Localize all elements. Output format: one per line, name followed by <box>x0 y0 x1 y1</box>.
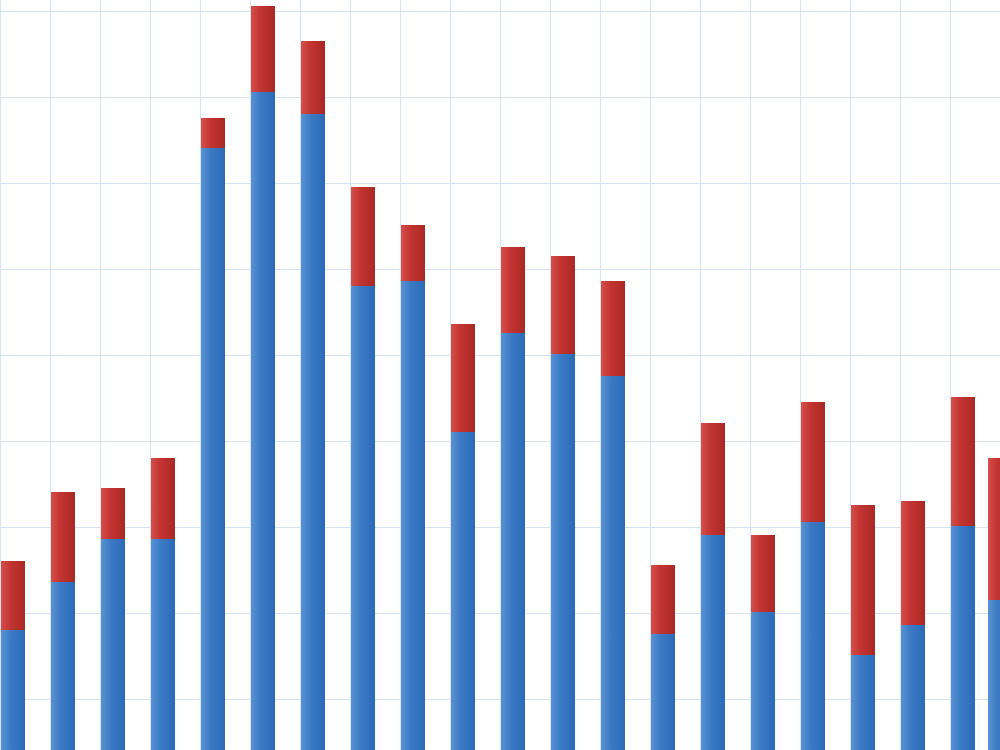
bar-segment-blue <box>751 612 775 750</box>
bar-segment-red <box>901 501 925 626</box>
bar-segment-blue <box>301 114 325 750</box>
bar-segment-blue <box>1 630 25 750</box>
bar-segment-red <box>151 458 175 540</box>
bar-segment-red <box>951 397 975 526</box>
bar-segment-blue <box>201 148 225 750</box>
bar-segment-blue <box>851 655 875 750</box>
bar-segment-red <box>401 225 425 281</box>
bar-segment-red <box>301 41 325 114</box>
bar <box>751 535 775 750</box>
bar <box>401 225 425 750</box>
bar <box>1 561 25 750</box>
bar-segment-red <box>551 256 575 355</box>
bar-segment-blue <box>651 634 675 750</box>
bar-segment-blue <box>251 92 275 750</box>
bar <box>651 565 675 750</box>
bar <box>551 256 575 750</box>
bar <box>601 281 625 750</box>
bar-segment-red <box>501 247 525 333</box>
bar-segment-blue <box>401 281 425 750</box>
bar <box>151 458 175 750</box>
bar-segment-red <box>451 324 475 432</box>
bar-segment-red <box>751 535 775 612</box>
bar-segment-red <box>601 281 625 376</box>
bar-segment-blue <box>101 539 125 750</box>
bar-segment-blue <box>988 600 1000 750</box>
bar <box>988 458 1000 750</box>
bar-segment-blue <box>951 526 975 750</box>
bar-segment-red <box>701 423 725 535</box>
bar-segment-red <box>51 492 75 582</box>
bar-segment-red <box>651 565 675 634</box>
bar <box>251 6 275 750</box>
bar <box>801 402 825 750</box>
bar-segment-red <box>801 402 825 522</box>
bar <box>201 118 225 750</box>
bar-segment-blue <box>501 333 525 750</box>
bar-segment-blue <box>701 535 725 750</box>
bar <box>851 505 875 750</box>
bar-segment-blue <box>351 286 375 750</box>
bar-segment-red <box>1 561 25 630</box>
bar-segment-red <box>351 187 375 286</box>
bar <box>451 324 475 750</box>
bar-segment-blue <box>551 354 575 750</box>
bar <box>951 397 975 750</box>
bar-segment-blue <box>601 376 625 750</box>
bar <box>51 492 75 750</box>
stacked-bar-chart <box>0 0 1000 750</box>
bar <box>901 501 925 750</box>
bar-segment-blue <box>151 539 175 750</box>
bar-segment-red <box>988 458 1000 600</box>
bar-segment-red <box>201 118 225 148</box>
bar-segment-red <box>851 505 875 656</box>
bar-segment-red <box>101 488 125 540</box>
bar-segment-blue <box>451 432 475 750</box>
bar <box>501 247 525 750</box>
bar <box>351 187 375 750</box>
bar-segment-blue <box>901 625 925 750</box>
bar <box>701 423 725 750</box>
bar-segment-blue <box>801 522 825 750</box>
bar <box>301 41 325 750</box>
bar-segment-blue <box>51 582 75 750</box>
bar <box>101 488 125 750</box>
bar-segment-red <box>251 6 275 92</box>
